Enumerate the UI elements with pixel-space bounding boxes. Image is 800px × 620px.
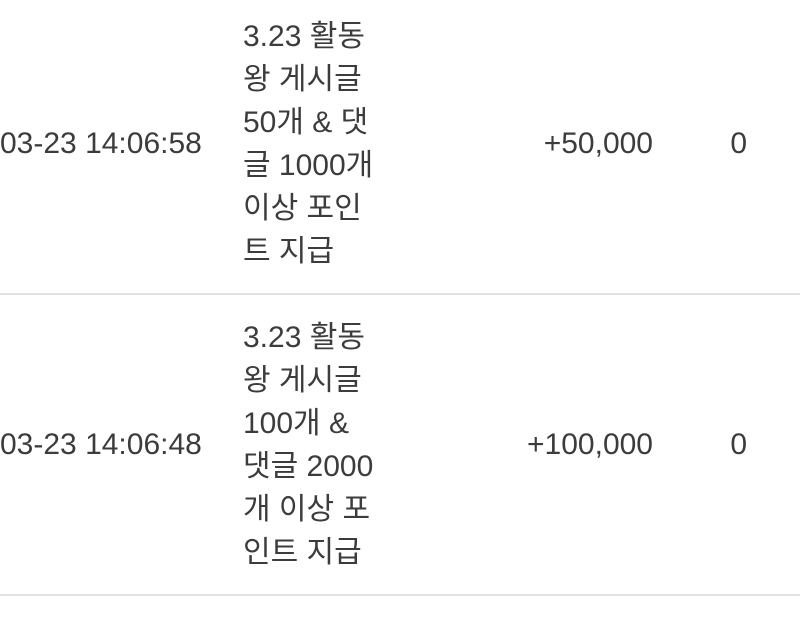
transaction-row: 03-23 14:06:58 3.23 활동 왕 게시글 50개 & 댓 글 1… bbox=[0, 0, 800, 295]
transaction-balance: 0 bbox=[730, 427, 747, 461]
transaction-row: 03-23 14:06:48 3.23 활동 왕 게시글 100개 & 댓글 2… bbox=[0, 295, 800, 596]
transaction-datetime: 03-23 14:06:58 bbox=[0, 126, 202, 160]
transaction-points: +100,000 bbox=[527, 427, 653, 461]
transaction-datetime: 03-23 14:06:48 bbox=[0, 427, 202, 461]
transaction-balance: 0 bbox=[730, 126, 747, 160]
transaction-description: 3.23 활동 왕 게시글 50개 & 댓 글 1000개 이상 포인 트 지급 bbox=[243, 19, 374, 268]
transaction-description: 3.23 활동 왕 게시글 100개 & 댓글 2000 개 이상 포 인트 지… bbox=[243, 320, 374, 569]
transaction-points: +50,000 bbox=[543, 126, 653, 160]
